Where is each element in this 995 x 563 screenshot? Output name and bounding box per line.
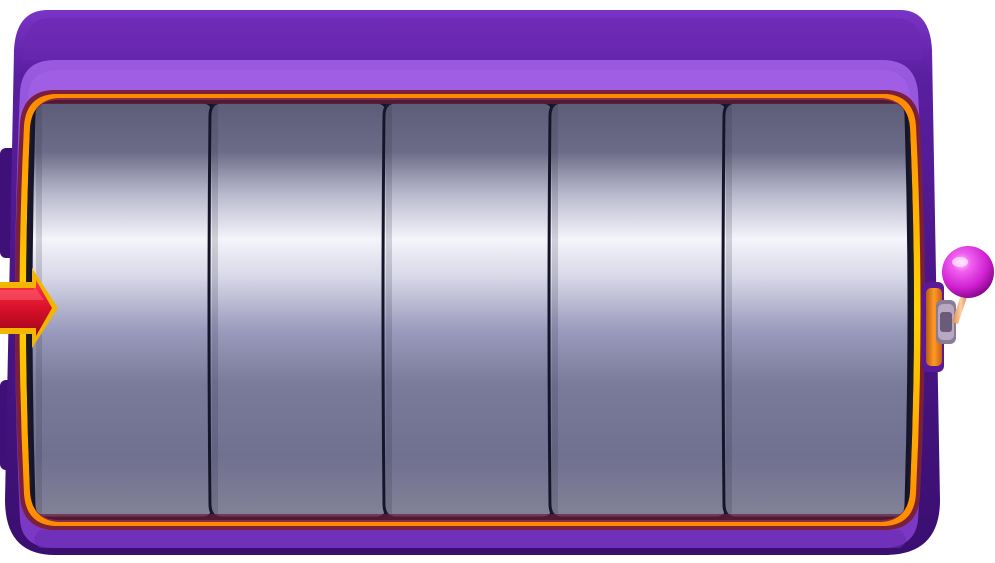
right-arrow-icon xyxy=(0,268,58,348)
reel-face xyxy=(29,100,217,520)
lever-handle[interactable] xyxy=(922,246,994,372)
reel-face xyxy=(721,100,911,520)
reel-3 xyxy=(381,100,557,520)
reel-face xyxy=(207,100,391,520)
lever-knob-icon[interactable] xyxy=(942,246,994,298)
reel-edge-shade xyxy=(212,102,218,518)
reel-edge-shade xyxy=(726,102,732,518)
reel-edge-shade xyxy=(552,102,558,518)
reel-face xyxy=(381,100,557,520)
reels xyxy=(29,100,911,520)
reel-4 xyxy=(547,100,731,520)
reel-edge-shade xyxy=(386,102,392,518)
reel-1 xyxy=(29,100,217,520)
reel-2 xyxy=(207,100,391,520)
reel-5 xyxy=(721,100,911,520)
reel-face xyxy=(547,100,731,520)
reel-window xyxy=(26,100,914,520)
